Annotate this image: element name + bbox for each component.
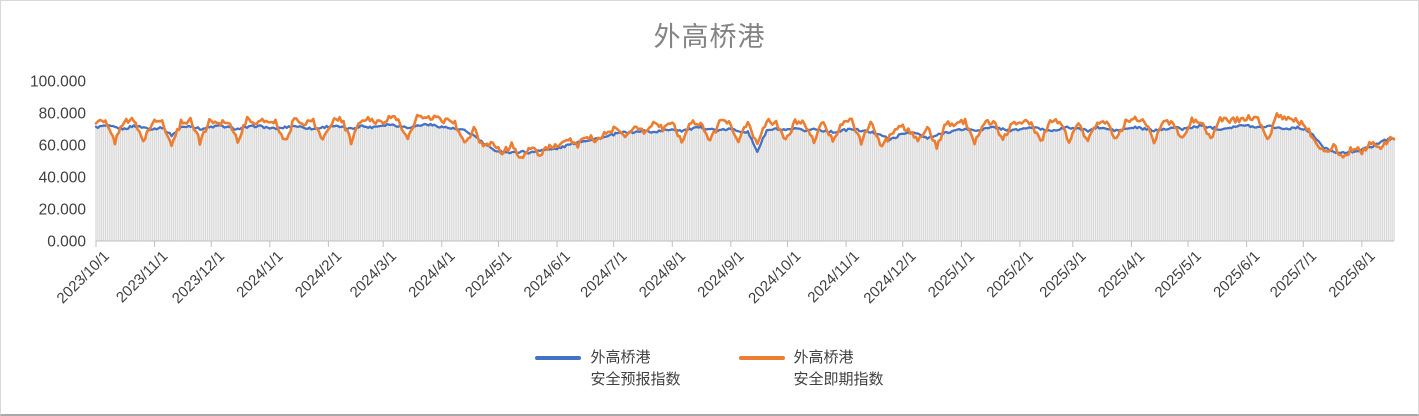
x-axis-tick-label: 2024/8/1 bbox=[636, 248, 689, 301]
x-axis-tick-label: 2023/10/1 bbox=[54, 248, 113, 307]
x-axis-tick-label: 2024/6/1 bbox=[521, 248, 574, 301]
y-axis-tick-label: 40.000 bbox=[39, 170, 87, 187]
y-axis-tick-label: 80.000 bbox=[39, 106, 87, 123]
series-line-forecast bbox=[94, 122, 1396, 155]
y-axis-tick-label: 60.000 bbox=[39, 138, 87, 155]
legend-item-forecast[interactable]: 外高桥港 安全预报指数 bbox=[535, 347, 681, 391]
chart-title: 外高桥港 bbox=[653, 22, 766, 52]
drop-lines bbox=[95, 123, 1395, 241]
x-axis-tick-label: 2024/3/1 bbox=[347, 248, 400, 301]
x-axis-tick-label: 2024/4/1 bbox=[405, 248, 458, 301]
x-axis-tick-label: 2024/12/1 bbox=[860, 248, 919, 307]
y-axis-tick-label: 0.000 bbox=[47, 234, 86, 251]
y-axis-tick-label: 20.000 bbox=[39, 202, 87, 219]
legend-label-forecast-line2: 安全预报指数 bbox=[590, 370, 681, 388]
x-axis-tick-label: 2025/4/1 bbox=[1095, 248, 1148, 301]
x-axis-tick-label: 2023/11/1 bbox=[113, 248, 171, 306]
series-line-spot bbox=[94, 112, 1396, 159]
legend-line-marker-spot-icon bbox=[738, 356, 785, 360]
legend-label-forecast: 外高桥港 安全预报指数 bbox=[590, 347, 680, 391]
y-axis-tick-label: 100.000 bbox=[30, 74, 86, 91]
legend-label-spot-line1: 外高桥港 bbox=[793, 349, 854, 366]
x-axis-tick-label: 2025/2/1 bbox=[983, 248, 1036, 301]
x-axis-tick-label: 2025/5/1 bbox=[1152, 248, 1205, 301]
legend-item-spot[interactable]: 外高桥港 安全即期指数 bbox=[738, 347, 884, 391]
x-axis-tick-label: 2025/7/1 bbox=[1267, 248, 1320, 301]
x-axis-tick-label: 2025/3/1 bbox=[1036, 248, 1089, 301]
x-axis-tick-label: 2025/1/1 bbox=[925, 248, 978, 301]
x-axis-tick-label: 2025/8/1 bbox=[1325, 248, 1378, 301]
x-axis-tick-label: 2024/5/1 bbox=[462, 248, 515, 301]
chart-legend: 外高桥港 安全预报指数 外高桥港 安全即期指数 bbox=[1, 347, 1418, 391]
x-axis-tick-label: 2024/9/1 bbox=[694, 248, 747, 301]
x-axis-tick-label: 2025/6/1 bbox=[1210, 248, 1263, 301]
legend-label-spot-line2: 安全即期指数 bbox=[793, 370, 884, 388]
legend-label-forecast-line1: 外高桥港 bbox=[590, 349, 651, 366]
x-axis-tick-label: 2023/12/1 bbox=[169, 248, 228, 307]
x-axis-tick-label: 2024/7/1 bbox=[577, 248, 630, 301]
legend-label-spot: 外高桥港 安全即期指数 bbox=[794, 347, 884, 391]
x-axis-tick-label: 2024/10/1 bbox=[745, 248, 804, 307]
legend-line-marker-forecast-icon bbox=[535, 356, 582, 360]
x-axis-tick-label: 2024/2/1 bbox=[292, 248, 345, 301]
x-axis-tick-label: 2024/1/1 bbox=[233, 248, 286, 301]
x-axis-tick-label: 2024/11/1 bbox=[804, 248, 862, 306]
